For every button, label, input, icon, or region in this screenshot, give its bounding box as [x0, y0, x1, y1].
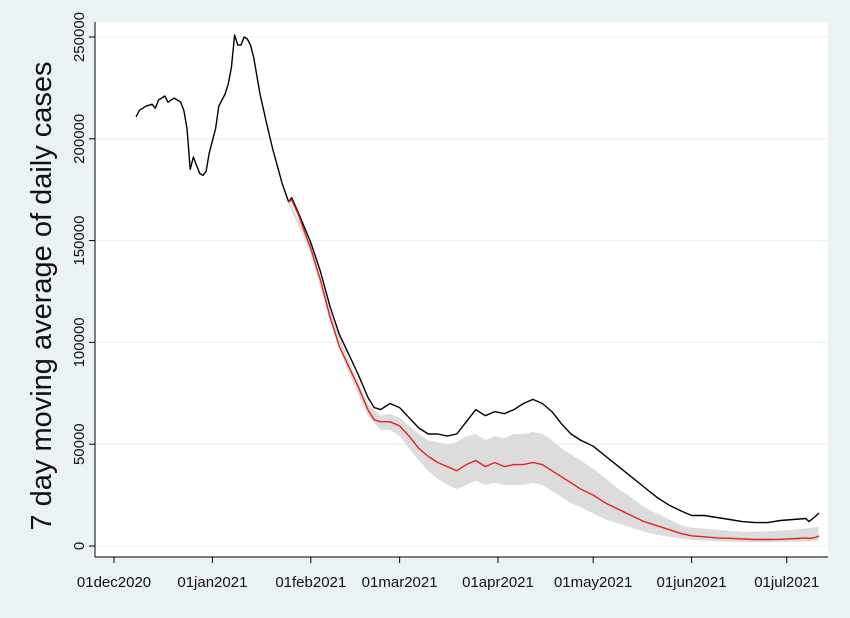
series-line-1: [135, 34, 820, 524]
x-tick-label: 01mar2021: [362, 574, 438, 591]
x-tick-label: 01dec2020: [77, 574, 151, 591]
y-tick-label: 0: [71, 542, 88, 550]
x-axis-ticks: 01dec2020 01jan2021 01feb2021 01mar2021 01ap…: [77, 557, 819, 591]
y-tick-label: 50000: [71, 423, 88, 465]
x-tick-label: 01may2021: [554, 574, 632, 591]
x-tick-label: 01apr2021: [462, 574, 534, 591]
y-tick-label: 150000: [71, 216, 88, 266]
series-line-2: [287, 199, 820, 541]
y-tick-label: 100000: [71, 317, 88, 367]
interval-band: [288, 199, 819, 543]
y-tick-label: 250000: [71, 12, 88, 62]
y-axis-label: 7 day moving average of daily cases: [26, 61, 58, 530]
y-axis-ticks: 0 50000 100000 150000 200000 250000: [71, 12, 95, 550]
y-tick-label: 200000: [71, 114, 88, 164]
x-tick-label: 01jul2021: [754, 574, 819, 591]
series-layer: [135, 34, 820, 541]
interval-band-layer: [288, 199, 819, 543]
x-tick-label: 01feb2021: [275, 574, 346, 591]
axes: [94, 22, 828, 558]
x-tick-label: 01jan2021: [177, 574, 247, 591]
x-tick-label: 01jun2021: [657, 574, 727, 591]
